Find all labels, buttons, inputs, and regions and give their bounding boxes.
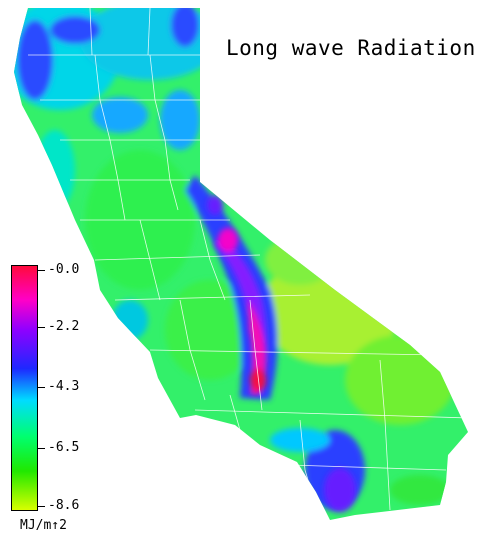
legend-tick	[38, 448, 45, 449]
legend-tick	[38, 387, 45, 388]
legend-label-3: -4.3	[48, 379, 80, 394]
legend-tick	[38, 506, 45, 507]
legend-tick	[38, 327, 45, 328]
legend-label-2: -2.2	[48, 319, 80, 334]
legend-unit: MJ/m↑2	[20, 518, 67, 533]
legend-label-min: -8.6	[48, 498, 80, 513]
legend-tick	[38, 270, 45, 271]
legend-label-4: -6.5	[48, 440, 80, 455]
county-boundaries	[28, 8, 468, 520]
color-scale-bar	[11, 265, 38, 511]
legend-label-max: -0.0	[48, 262, 80, 277]
map-title: Long wave Radiation	[226, 36, 476, 60]
